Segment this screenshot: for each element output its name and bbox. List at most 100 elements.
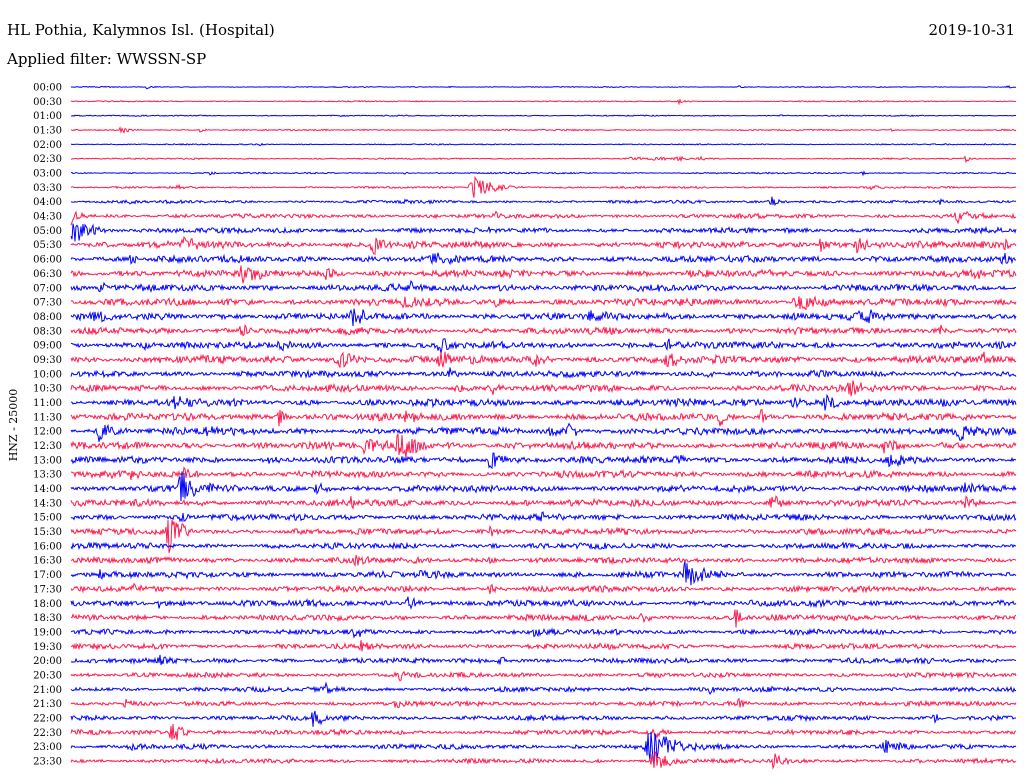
station-title: HL Pothia, Kalymnos Isl. (Hospital)	[7, 21, 275, 39]
trace-22-30	[70, 723, 1017, 741]
trace-22-00	[70, 710, 1017, 727]
trace-20-00	[70, 654, 1017, 665]
row-time-label: 18:00	[33, 599, 62, 610]
row-time-label: 01:30	[33, 126, 62, 137]
y-axis-label: HNZ - 25000	[7, 389, 20, 462]
row-time-label: 14:00	[33, 484, 62, 495]
trace-06-00	[70, 252, 1017, 266]
row-time-label: 12:30	[33, 441, 62, 452]
row-time-label: 19:00	[33, 627, 62, 638]
row-time-labels: 00:00 00:30 01:00 01:30 02:00 02:30 03:00 03:30…	[33, 83, 62, 768]
trace-23-00	[70, 731, 1017, 764]
trace-07-30	[70, 295, 1017, 311]
row-time-label: 05:30	[33, 240, 62, 251]
trace-21-00	[70, 681, 1017, 695]
trace-13-30	[70, 466, 1017, 481]
trace-18-30	[70, 609, 1017, 628]
trace-14-30	[70, 495, 1017, 510]
row-time-label: 04:00	[33, 197, 62, 208]
trace-03-00	[70, 170, 1017, 177]
trace-06-30	[70, 265, 1017, 284]
trace-10-00	[70, 367, 1017, 379]
trace-01-00	[70, 114, 1017, 118]
row-time-label: 23:00	[33, 742, 62, 753]
trace-07-00	[70, 280, 1017, 293]
row-time-label: 21:00	[33, 685, 62, 696]
row-time-label: 06:30	[33, 269, 62, 280]
row-time-label: 17:00	[33, 570, 62, 581]
filter-label: Applied filter: WWSSN-SP	[7, 50, 207, 68]
trace-09-00	[70, 338, 1017, 354]
row-time-label: 09:00	[33, 341, 62, 352]
trace-02-30	[70, 155, 1017, 164]
row-time-label: 23:30	[33, 757, 62, 768]
trace-08-00	[70, 308, 1017, 327]
trace-19-00	[70, 627, 1017, 639]
row-time-label: 12:00	[33, 427, 62, 438]
trace-21-30	[70, 697, 1017, 709]
trace-03-30	[70, 175, 1017, 198]
row-time-label: 03:30	[33, 183, 62, 194]
row-time-label: 07:00	[33, 283, 62, 294]
row-time-label: 00:30	[33, 97, 62, 108]
trace-05-00	[70, 223, 1017, 242]
trace-20-30	[70, 670, 1017, 682]
row-time-label: 09:30	[33, 355, 62, 366]
row-time-label: 17:30	[33, 584, 62, 595]
trace-23-30	[70, 750, 1017, 770]
trace-18-00	[70, 596, 1017, 610]
row-time-label: 15:30	[33, 527, 62, 538]
row-time-label: 16:00	[33, 541, 62, 552]
row-time-label: 00:00	[33, 83, 62, 94]
trace-12-30	[70, 432, 1017, 459]
trace-17-30	[70, 582, 1017, 594]
row-time-label: 08:30	[33, 326, 62, 337]
row-time-label: 03:00	[33, 169, 62, 180]
row-time-label: 22:00	[33, 713, 62, 724]
trace-group	[70, 85, 1017, 770]
row-time-label: 21:30	[33, 699, 62, 710]
row-time-label: 11:00	[33, 398, 62, 409]
row-time-label: 04:30	[33, 212, 62, 223]
row-time-label: 20:30	[33, 670, 62, 681]
row-time-label: 01:00	[33, 111, 62, 122]
row-time-label: 16:30	[33, 556, 62, 567]
trace-14-00	[70, 471, 1017, 502]
row-time-label: 22:30	[33, 728, 62, 739]
row-time-label: 20:00	[33, 656, 62, 667]
row-time-label: 02:30	[33, 154, 62, 165]
trace-02-00	[71, 142, 1017, 147]
date-label: 2019-10-31	[928, 21, 1015, 39]
trace-11-30	[70, 409, 1017, 427]
row-time-label: 15:00	[33, 513, 62, 524]
trace-17-00	[70, 561, 1017, 586]
row-time-label: 13:30	[33, 470, 62, 481]
trace-00-00	[70, 85, 1017, 90]
trace-04-00	[70, 196, 1017, 207]
trace-16-30	[70, 555, 1017, 567]
trace-00-30	[70, 98, 1017, 106]
row-time-label: 10:00	[33, 369, 62, 380]
row-time-label: 14:30	[33, 498, 62, 509]
trace-05-30	[70, 236, 1017, 255]
trace-19-30	[70, 640, 1017, 652]
row-time-label: 06:00	[33, 255, 62, 266]
trace-09-30	[70, 351, 1017, 369]
row-time-label: 08:00	[33, 312, 62, 323]
row-time-label: 10:30	[33, 384, 62, 395]
row-time-label: 18:30	[33, 613, 62, 624]
row-time-label: 05:00	[33, 226, 62, 237]
trace-01-30	[70, 126, 1017, 134]
trace-04-30	[70, 210, 1017, 226]
row-time-label: 13:00	[33, 455, 62, 466]
row-time-label: 02:00	[33, 140, 62, 151]
trace-15-30	[70, 519, 1017, 554]
trace-10-30	[70, 380, 1017, 397]
trace-12-00	[70, 422, 1017, 442]
trace-08-30	[70, 324, 1017, 337]
row-time-label: 11:30	[33, 412, 62, 423]
trace-13-00	[70, 452, 1017, 470]
trace-11-00	[70, 393, 1017, 411]
